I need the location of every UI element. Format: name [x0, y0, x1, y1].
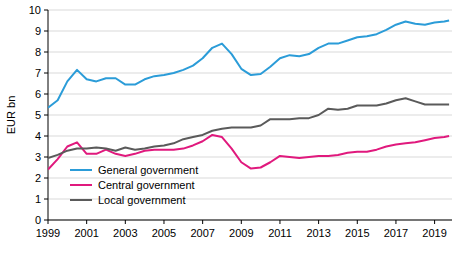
x-tick — [241, 220, 242, 224]
y-tick — [44, 31, 48, 32]
y-tick — [44, 157, 48, 158]
x-tick — [434, 220, 435, 224]
grid-line — [48, 115, 452, 116]
legend-swatch — [70, 184, 92, 186]
legend-swatch — [70, 199, 92, 201]
y-tick-label: 6 — [35, 88, 41, 100]
y-tick — [44, 52, 48, 53]
lines — [48, 21, 449, 170]
x-tick — [318, 220, 319, 224]
y-axis-label: EUR bn — [5, 96, 17, 135]
x-tick — [125, 220, 126, 224]
x-tick — [163, 220, 164, 224]
legend-label: General government — [98, 164, 198, 176]
x-tick-label: 2009 — [229, 227, 253, 239]
series-line — [48, 21, 449, 108]
y-tick-label: 9 — [35, 25, 41, 37]
y-axis — [48, 10, 49, 220]
x-tick-label: 2001 — [74, 227, 98, 239]
y-tick-label: 10 — [29, 4, 41, 16]
y-tick-label: 2 — [35, 172, 41, 184]
x-tick-label: 2015 — [345, 227, 369, 239]
x-tick — [357, 220, 358, 224]
x-tick — [202, 220, 203, 224]
y-tick-label: 0 — [35, 214, 41, 226]
x-tick-label: 2005 — [152, 227, 176, 239]
x-tick-label: 2011 — [268, 227, 292, 239]
y-tick — [44, 220, 48, 221]
x-tick-label: 1999 — [36, 227, 60, 239]
x-tick-label: 2003 — [113, 227, 137, 239]
x-tick-label: 2019 — [422, 227, 446, 239]
legend-swatch — [70, 169, 92, 171]
grid-line — [48, 136, 452, 137]
grid-line — [48, 52, 452, 53]
chart: 0 1 2 3 4 5 6 7 8 9 10 1999 2001 2003 2005 2007 2009 2011… — [0, 0, 454, 253]
y-tick — [44, 136, 48, 137]
grid-line — [48, 10, 452, 11]
grid-line — [48, 220, 452, 221]
x-tick — [395, 220, 396, 224]
grid-line — [48, 157, 452, 158]
y-tick — [44, 178, 48, 179]
series-line — [48, 98, 449, 158]
y-tick-label: 8 — [35, 46, 41, 58]
legend-label: Central government — [98, 179, 195, 191]
x-tick-label: 2013 — [306, 227, 330, 239]
x-tick-label: 2017 — [384, 227, 408, 239]
legend-label: Local government — [98, 194, 185, 206]
grid-line — [48, 94, 452, 95]
x-tick — [86, 220, 87, 224]
y-tick — [44, 115, 48, 116]
x-tick — [48, 220, 49, 224]
y-tick-label: 3 — [35, 151, 41, 163]
x-tick — [279, 220, 280, 224]
y-tick — [44, 73, 48, 74]
y-tick-label: 1 — [35, 193, 41, 205]
y-tick-label: 4 — [35, 130, 41, 142]
y-tick-label: 5 — [35, 109, 41, 121]
y-tick — [44, 10, 48, 11]
y-tick — [44, 199, 48, 200]
x-tick-label: 2007 — [190, 227, 214, 239]
x-axis — [48, 220, 452, 221]
grid-line — [48, 31, 452, 32]
y-tick-label: 7 — [35, 67, 41, 79]
y-tick — [44, 94, 48, 95]
